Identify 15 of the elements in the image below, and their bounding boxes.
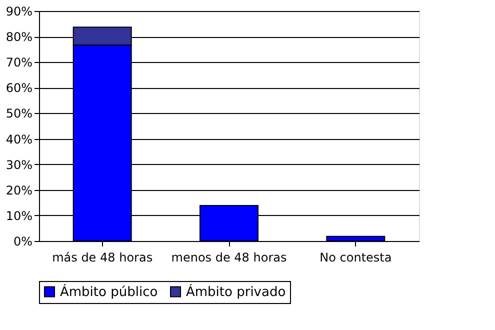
- y-tick-label: 30%: [6, 158, 32, 172]
- y-tick-label: 70%: [6, 56, 32, 70]
- y-tick-label: 10%: [6, 208, 32, 223]
- y-tick-label: 80%: [6, 30, 32, 44]
- y-tick-label: 50%: [6, 106, 32, 121]
- legend-label: Ámbito público: [60, 282, 158, 300]
- y-tick-label: 0%: [13, 234, 32, 248]
- legend-label: Ámbito privado: [186, 282, 286, 300]
- y-tick-label: 40%: [6, 132, 32, 146]
- y-tick-label: 60%: [6, 81, 32, 96]
- x-tick-label: más de 48 horas: [52, 250, 153, 264]
- x-tick-label: No contesta: [320, 250, 392, 264]
- x-tick-label: menos de 48 horas: [171, 250, 287, 264]
- y-tick-label: 90%: [6, 4, 32, 18]
- y-tick-label: 20%: [6, 183, 32, 198]
